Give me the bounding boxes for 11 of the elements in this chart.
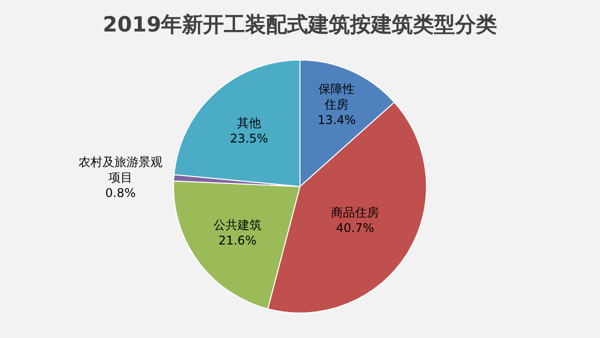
data-label: 21.6% bbox=[218, 233, 256, 248]
data-label: 23.5% bbox=[230, 131, 268, 146]
data-label: 13.4% bbox=[318, 113, 356, 128]
slice-label: 保障性住房 bbox=[318, 82, 355, 112]
data-label: 40.7% bbox=[336, 221, 374, 236]
chart-title: 2019年新开工装配式建筑按建筑类型分类 bbox=[102, 12, 498, 37]
slice-label: 农村及旅游景观项目 bbox=[78, 155, 162, 185]
data-label: 0.8% bbox=[105, 186, 136, 200]
slice-label: 商品住房 bbox=[331, 205, 380, 220]
slice-label: 其他 bbox=[237, 116, 262, 130]
slice-label: 公共建筑 bbox=[213, 218, 262, 232]
